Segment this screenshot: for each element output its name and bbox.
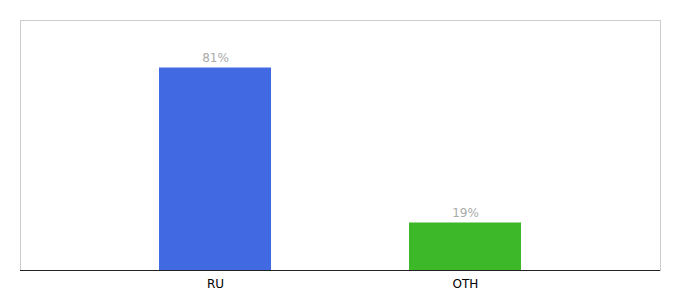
svg-text:19%: 19% [452,206,479,220]
svg-text:81%: 81% [202,51,229,65]
svg-text:RU: RU [207,277,224,291]
svg-text:OTH: OTH [453,277,479,291]
